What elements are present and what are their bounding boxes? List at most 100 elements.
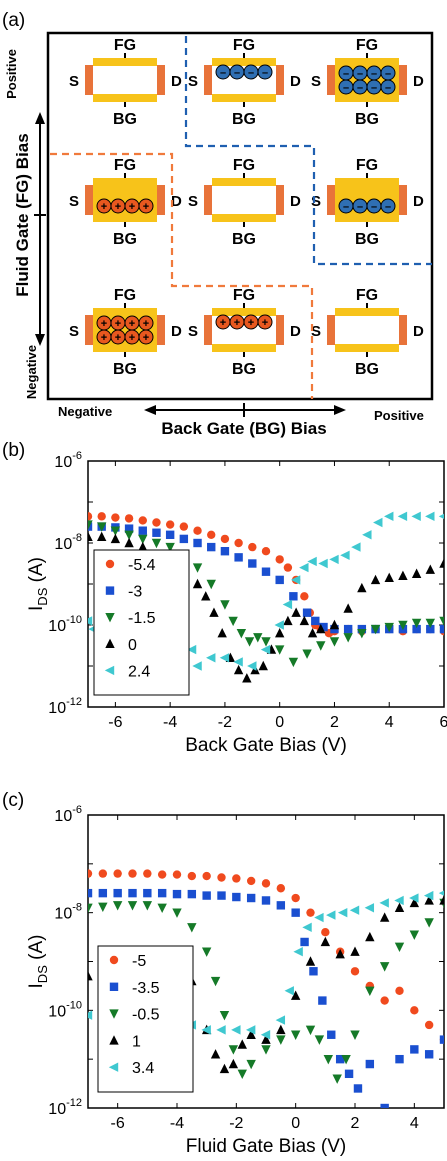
series--1.5 — [88, 520, 444, 668]
bg-label: BG — [355, 231, 379, 248]
carrier-sign: + — [115, 332, 121, 344]
source-label: S — [188, 323, 198, 340]
source-label: S — [69, 323, 79, 340]
data-point — [207, 530, 216, 539]
data-point — [143, 869, 152, 878]
data-point — [128, 888, 137, 898]
series--0.5 — [88, 898, 444, 1084]
data-point — [357, 582, 367, 593]
data-point — [127, 901, 138, 911]
carrier-sign: – — [385, 201, 391, 213]
data-point — [302, 608, 312, 617]
data-point — [409, 893, 419, 903]
data-point — [311, 616, 320, 626]
data-point — [365, 1059, 375, 1069]
data-point — [340, 550, 350, 560]
legend-marker — [105, 613, 115, 623]
legend-marker — [109, 1035, 119, 1045]
data-point — [335, 1054, 345, 1064]
data-point — [409, 897, 420, 908]
data-point — [231, 1025, 241, 1035]
data-point — [343, 603, 353, 613]
data-point — [246, 893, 256, 903]
data-point — [88, 869, 93, 878]
data-point — [88, 616, 93, 626]
panel-c-letter: (c) — [2, 790, 25, 811]
data-point — [124, 514, 134, 523]
drain-contact — [157, 315, 165, 345]
data-point — [260, 1030, 271, 1040]
drain-label: D — [413, 323, 424, 340]
panel-a-letter: (a) — [2, 10, 25, 31]
top-gate-strip — [212, 308, 276, 316]
legend-marker — [105, 586, 115, 595]
fg-axis-positive-label: Positive — [4, 49, 19, 99]
carrier-sign: – — [371, 68, 377, 80]
data-point — [394, 942, 405, 953]
top-gate-strip — [212, 58, 276, 66]
data-point — [233, 664, 244, 675]
data-point — [220, 534, 230, 544]
carrier-sign: + — [101, 201, 107, 213]
drain-label: D — [290, 193, 301, 210]
data-point — [260, 644, 271, 655]
data-point — [228, 616, 238, 627]
y-tick-label: 10-8 — [54, 902, 82, 923]
data-point — [110, 533, 121, 544]
data-point — [373, 517, 383, 528]
x-tick-label: -2 — [229, 1115, 243, 1132]
data-point — [329, 619, 340, 630]
legend-label: -5 — [132, 953, 146, 970]
data-point — [207, 542, 216, 552]
data-point — [424, 895, 434, 905]
data-point — [201, 947, 212, 957]
data-point — [365, 931, 375, 942]
drain-contact — [399, 185, 407, 215]
x-tick-label: 2 — [330, 714, 339, 731]
drain-contact — [399, 315, 407, 345]
data-point — [289, 592, 298, 601]
data-point — [332, 1074, 342, 1084]
x-axis-label: Fluid Gate Bias (V) — [186, 1136, 347, 1157]
data-point — [350, 946, 360, 956]
drain-contact — [276, 185, 284, 215]
data-point — [138, 516, 147, 525]
data-point — [411, 618, 422, 629]
device-cell-r2-c1: FG S D BG + + + + — [188, 287, 301, 378]
data-point — [350, 967, 360, 976]
data-point — [232, 874, 241, 883]
data-point — [111, 513, 120, 522]
data-point — [412, 624, 421, 634]
carrier-sign: + — [101, 332, 107, 344]
data-point — [261, 1045, 271, 1055]
fg-label: FG — [233, 157, 255, 174]
data-point — [384, 572, 394, 583]
fg-axis-negative-label: Negative — [24, 345, 39, 399]
data-point — [424, 1050, 434, 1059]
drain-contact — [399, 65, 407, 95]
y-tick-label: 10-10 — [48, 614, 82, 635]
y-tick-label: 10-6 — [54, 804, 82, 825]
data-point — [96, 522, 107, 532]
bg-label: BG — [232, 231, 256, 248]
data-point — [209, 607, 219, 617]
source-label: S — [188, 73, 198, 90]
top-gate-strip — [335, 308, 399, 316]
data-point — [438, 890, 444, 896]
data-point — [370, 624, 381, 635]
data-point — [397, 511, 408, 522]
channel-empty — [93, 66, 157, 94]
data-point — [217, 891, 226, 900]
carrier-sign: + — [129, 332, 135, 344]
data-point — [142, 901, 153, 911]
data-point — [220, 547, 230, 556]
fg-axis-arrow-up-icon — [35, 112, 45, 124]
data-point — [275, 575, 284, 585]
drain-contact — [276, 315, 284, 345]
data-point — [398, 620, 408, 631]
y-tick-label: 10-6 — [54, 450, 82, 471]
carrier-sign: + — [115, 318, 121, 330]
carrier-sign: – — [357, 201, 363, 213]
data-point — [439, 558, 444, 568]
data-point — [300, 592, 309, 601]
